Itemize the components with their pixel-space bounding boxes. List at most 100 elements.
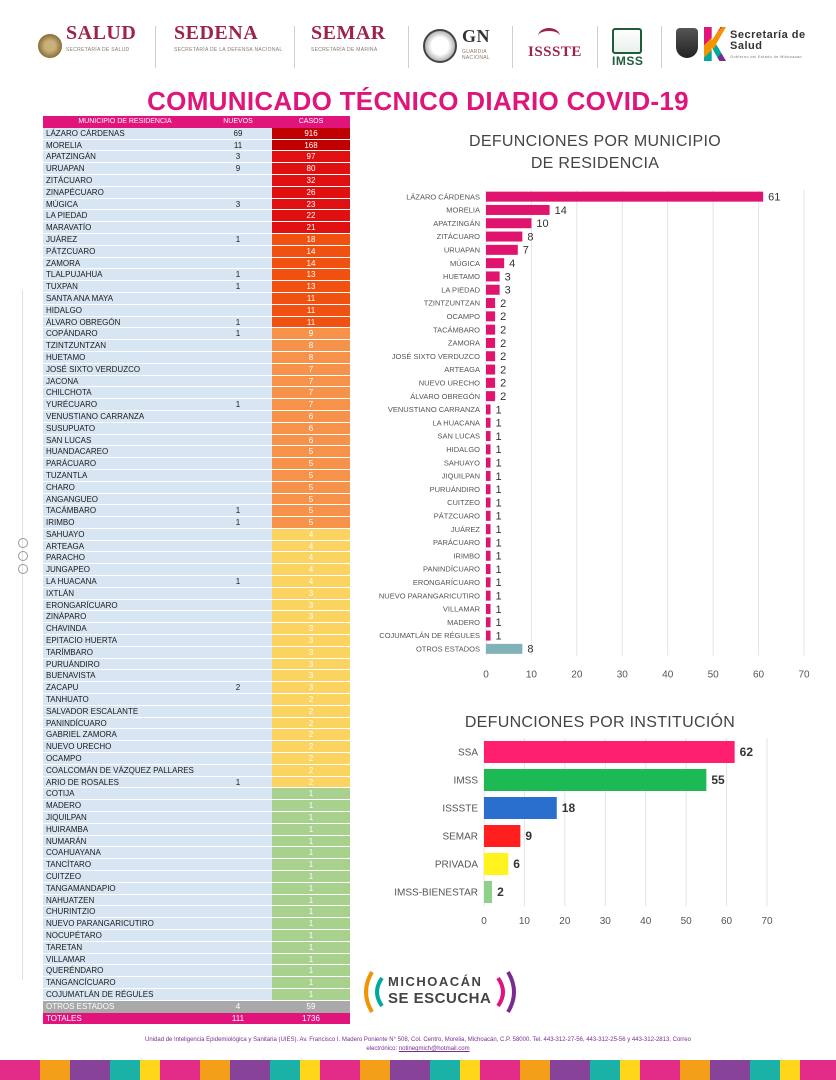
bar (484, 881, 493, 903)
data-label: 1 (496, 418, 502, 430)
municipio-cell: NUEVO PARANGARICUTIRO (43, 918, 204, 929)
nuevos-cell: 1 (204, 328, 272, 340)
x-tick-label: 60 (721, 916, 733, 927)
table-row: MARAVATÍO 21 (43, 222, 350, 234)
municipio-cell: CHURINTZIO (43, 906, 204, 918)
data-label: 8 (527, 644, 533, 656)
municipio-cell: VENUSTIANO CARRANZA (43, 410, 204, 422)
nuevos-cell (204, 552, 272, 564)
binder-rings (18, 538, 28, 577)
casos-cell: 168 (272, 139, 350, 151)
table-row: APATZINGÁN 3 97 (43, 151, 350, 164)
bar (486, 510, 491, 521)
totales-label: TOTALES (43, 1012, 204, 1025)
category-label: PRIVADA (435, 860, 478, 871)
bar (484, 769, 707, 791)
municipio-cell: COALCOMÁN DE VÁZQUEZ PALLARES (43, 764, 204, 776)
casos-cell: 26 (272, 186, 350, 198)
logo-salud: SALUD SECRETARÍA DE SALUD (66, 22, 137, 53)
category-label: LÁZARO CÁRDENAS (406, 192, 480, 201)
data-label: 2 (500, 391, 506, 403)
municipio-cell: TZINTZUNTZAN (43, 340, 204, 351)
category-label: SEMAR (442, 832, 478, 843)
header: SALUD SECRETARÍA DE SALUD SEDENA SECRETA… (0, 0, 836, 84)
x-tick-label: 0 (481, 916, 487, 927)
bar (486, 630, 491, 641)
nuevos-cell (204, 458, 272, 469)
footer-email-label: electrónico: (366, 1046, 399, 1052)
casos-cell: 3 (272, 670, 350, 682)
nuevos-cell (204, 222, 272, 233)
casos-cell: 1 (272, 871, 350, 882)
casos-cell: 5 (272, 481, 350, 493)
bar (486, 231, 523, 242)
municipio-cell: OCAMPO (43, 753, 204, 764)
x-tick-label: 40 (640, 916, 652, 927)
bar (486, 564, 491, 575)
category-label: SAHUAYO (444, 458, 480, 467)
nuevos-cell (204, 410, 272, 422)
municipio-cell: TANGANCÍCUARO (43, 977, 204, 988)
nuevos-cell (204, 882, 272, 894)
nuevos-cell (204, 564, 272, 576)
table-row: MADERO 1 (43, 800, 350, 813)
category-label: PURUÁNDIRO (430, 485, 481, 494)
municipio-cell: PURUÁNDIRO (43, 658, 204, 670)
x-tick-label: 30 (600, 916, 612, 927)
bar (486, 377, 496, 388)
table-row: TUZANTLA 5 (43, 469, 350, 482)
casos-cell: 80 (272, 163, 350, 174)
table-row: CHILCHOTA 7 (43, 387, 350, 400)
casos-cell: 5 (272, 493, 350, 505)
table-row: JIQUILPAN 1 (43, 812, 350, 824)
logo-line2: SE ESCUCHA (388, 990, 492, 1007)
bar (486, 364, 496, 375)
table-row: OCAMPO 2 (43, 753, 350, 765)
municipio-cell: JACONA (43, 375, 204, 387)
bar (486, 577, 491, 588)
table-row: TLALPUJAHUA 1 13 (43, 269, 350, 282)
municipio-cell: JUNGAPEO (43, 564, 204, 576)
x-tick-label: 70 (798, 670, 810, 681)
page-edge-line (22, 290, 23, 980)
data-label: 2 (500, 311, 506, 323)
category-label: SSA (458, 748, 478, 759)
x-tick-label: 40 (662, 670, 674, 681)
municipio-cell: NUEVO URECHO (43, 741, 204, 753)
table-row: BUENAVISTA 3 (43, 670, 350, 683)
casos-cell: 1 (272, 929, 350, 941)
x-tick-label: 20 (571, 670, 583, 681)
x-tick-label: 50 (681, 916, 693, 927)
data-label: 1 (496, 630, 502, 642)
table-row: MÚGICA 3 23 (43, 198, 350, 211)
casos-cell: 3 (272, 658, 350, 670)
table-row: SAHUAYO 4 (43, 528, 350, 541)
table-row: ÁLVARO OBREGÓN 1 11 (43, 316, 350, 329)
footer-email-link[interactable]: notinegmich@hotmail.com (398, 1046, 470, 1052)
category-label: OCAMPO (447, 312, 481, 321)
table-row: ZAMORA 14 (43, 257, 350, 270)
municipio-cell: HIDALGO (43, 304, 204, 316)
bar (486, 550, 491, 561)
nuevos-cell (204, 906, 272, 918)
casos-cell: 32 (272, 174, 350, 186)
nuevos-cell: 1 (204, 576, 272, 587)
data-label: 8 (527, 231, 533, 243)
table-row: PANINDÍCUARO 2 (43, 717, 350, 730)
nuevos-cell: 1 (204, 233, 272, 245)
data-label: 14 (555, 205, 567, 217)
ring-icon (18, 564, 28, 574)
nuevos-cell (204, 469, 272, 481)
municipio-cell: COPÁNDARO (43, 328, 204, 340)
table-row: IXTLÁN 3 (43, 587, 350, 600)
header-separator (661, 26, 662, 68)
nuevos-cell (204, 988, 272, 1000)
casos-cell: 1 (272, 977, 350, 988)
nuevos-cell (204, 245, 272, 257)
municipio-cell: PANINDÍCUARO (43, 717, 204, 729)
data-label: 1 (496, 484, 502, 496)
municipio-cell: PÁTZCUARO (43, 245, 204, 257)
logo-sedena: SEDENA SECRETARÍA DE LA DEFENSA NACIONAL (174, 22, 283, 53)
table-row: NAHUATZEN 1 (43, 894, 350, 907)
footer-address: Unidad de Inteligencia Epidemiológica y … (145, 1037, 691, 1043)
